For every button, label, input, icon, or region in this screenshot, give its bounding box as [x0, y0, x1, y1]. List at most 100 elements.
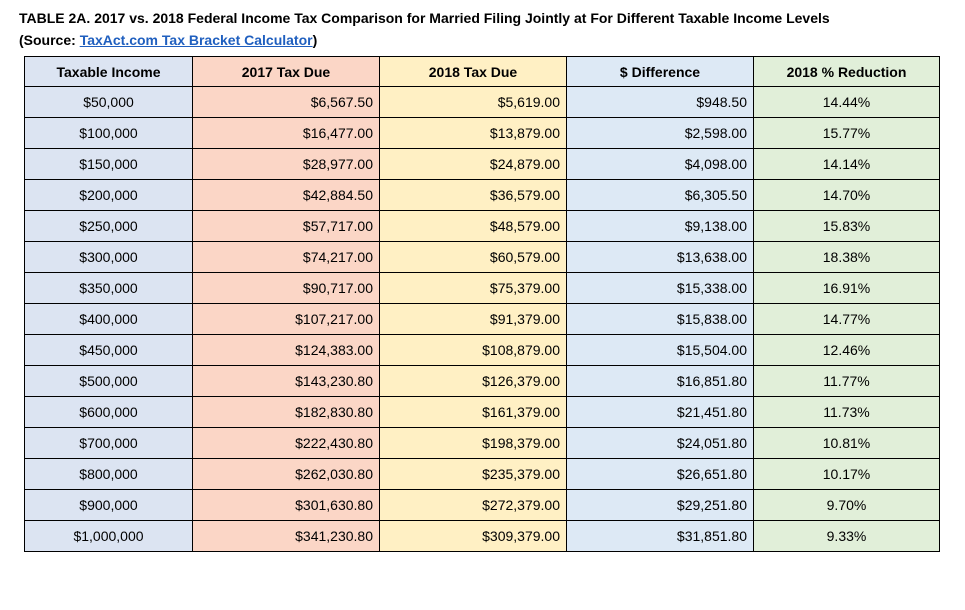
cell-taxable-income: $600,000: [24, 396, 193, 428]
table-row: $1,000,000 $341,230.80 $309,379.00 $31,851.…: [24, 520, 940, 552]
cell-2017-tax-due: $28,977.00: [192, 148, 380, 180]
cell-reduction: 16.91%: [753, 272, 940, 304]
cell-2017-tax-due: $124,383.00: [192, 334, 380, 366]
table-row: $100,000 $16,477.00 $13,879.00 $2,598.00 15.…: [24, 117, 940, 149]
cell-2018-tax-due: $48,579.00: [379, 210, 567, 242]
header-2017-tax-due: 2017 Tax Due: [192, 56, 380, 87]
cell-reduction: 10.17%: [753, 458, 940, 490]
cell-difference: $2,598.00: [566, 117, 754, 149]
table-row: $150,000 $28,977.00 $24,879.00 $4,098.00 14.…: [24, 148, 940, 180]
source-link[interactable]: TaxAct.com Tax Bracket Calculator: [79, 32, 313, 48]
cell-2017-tax-due: $6,567.50: [192, 86, 380, 118]
cell-difference: $24,051.80: [566, 427, 754, 459]
tax-comparison-table: Taxable Income 2017 Tax Due 2018 Tax Due…: [24, 56, 940, 552]
cell-2017-tax-due: $90,717.00: [192, 272, 380, 304]
cell-reduction: 10.81%: [753, 427, 940, 459]
cell-difference: $948.50: [566, 86, 754, 118]
cell-reduction: 14.77%: [753, 303, 940, 335]
cell-difference: $15,838.00: [566, 303, 754, 335]
cell-2018-tax-due: $235,379.00: [379, 458, 567, 490]
table-row: $400,000 $107,217.00 $91,379.00 $15,838.00 1…: [24, 303, 940, 335]
table-row: $700,000 $222,430.80 $198,379.00 $24,051.80…: [24, 427, 940, 459]
source-prefix: (Source:: [19, 32, 80, 48]
table-body: $50,000 $6,567.50 $5,619.00 $948.50 14.44% $1…: [24, 86, 940, 552]
cell-taxable-income: $300,000: [24, 241, 193, 273]
source-line: (Source: TaxAct.com Tax Bracket Calculat…: [19, 30, 317, 50]
cell-2017-tax-due: $57,717.00: [192, 210, 380, 242]
table-row: $300,000 $74,217.00 $60,579.00 $13,638.00 18…: [24, 241, 940, 273]
header-2018-tax-due: 2018 Tax Due: [379, 56, 567, 87]
cell-taxable-income: $700,000: [24, 427, 193, 459]
cell-reduction: 15.77%: [753, 117, 940, 149]
cell-difference: $9,138.00: [566, 210, 754, 242]
header-row: Taxable Income 2017 Tax Due 2018 Tax Due…: [24, 56, 940, 87]
cell-reduction: 14.14%: [753, 148, 940, 180]
cell-taxable-income: $1,000,000: [24, 520, 193, 552]
cell-2018-tax-due: $75,379.00: [379, 272, 567, 304]
cell-taxable-income: $500,000: [24, 365, 193, 397]
cell-difference: $26,651.80: [566, 458, 754, 490]
cell-2018-tax-due: $36,579.00: [379, 179, 567, 211]
cell-taxable-income: $100,000: [24, 117, 193, 149]
cell-2018-tax-due: $108,879.00: [379, 334, 567, 366]
cell-2017-tax-due: $107,217.00: [192, 303, 380, 335]
cell-taxable-income: $350,000: [24, 272, 193, 304]
cell-taxable-income: $900,000: [24, 489, 193, 521]
cell-2017-tax-due: $182,830.80: [192, 396, 380, 428]
cell-2018-tax-due: $272,379.00: [379, 489, 567, 521]
cell-reduction: 14.70%: [753, 179, 940, 211]
cell-difference: $29,251.80: [566, 489, 754, 521]
cell-2017-tax-due: $262,030.80: [192, 458, 380, 490]
cell-taxable-income: $450,000: [24, 334, 193, 366]
cell-2017-tax-due: $74,217.00: [192, 241, 380, 273]
cell-reduction: 12.46%: [753, 334, 940, 366]
cell-reduction: 14.44%: [753, 86, 940, 118]
cell-2018-tax-due: $60,579.00: [379, 241, 567, 273]
cell-reduction: 11.77%: [753, 365, 940, 397]
table-row: $350,000 $90,717.00 $75,379.00 $15,338.00 16…: [24, 272, 940, 304]
cell-2017-tax-due: $16,477.00: [192, 117, 380, 149]
cell-reduction: 9.33%: [753, 520, 940, 552]
cell-difference: $21,451.80: [566, 396, 754, 428]
cell-reduction: 15.83%: [753, 210, 940, 242]
source-suffix: ): [312, 32, 318, 48]
cell-2017-tax-due: $301,630.80: [192, 489, 380, 521]
cell-difference: $31,851.80: [566, 520, 754, 552]
cell-2018-tax-due: $309,379.00: [379, 520, 567, 552]
header-taxable-income: Taxable Income: [24, 56, 193, 87]
cell-2018-tax-due: $5,619.00: [379, 86, 567, 118]
cell-difference: $16,851.80: [566, 365, 754, 397]
cell-reduction: 11.73%: [753, 396, 940, 428]
table-row: $900,000 $301,630.80 $272,379.00 $29,251.80…: [24, 489, 940, 521]
cell-difference: $15,504.00: [566, 334, 754, 366]
cell-taxable-income: $400,000: [24, 303, 193, 335]
table-row: $200,000 $42,884.50 $36,579.00 $6,305.50 14.…: [24, 179, 940, 211]
cell-2017-tax-due: $341,230.80: [192, 520, 380, 552]
table-row: $50,000 $6,567.50 $5,619.00 $948.50 14.44%: [24, 86, 940, 118]
cell-difference: $15,338.00: [566, 272, 754, 304]
cell-2018-tax-due: $24,879.00: [379, 148, 567, 180]
cell-reduction: 18.38%: [753, 241, 940, 273]
table-row: $500,000 $143,230.80 $126,379.00 $16,851.80…: [24, 365, 940, 397]
cell-2018-tax-due: $161,379.00: [379, 396, 567, 428]
cell-difference: $4,098.00: [566, 148, 754, 180]
cell-2018-tax-due: $91,379.00: [379, 303, 567, 335]
cell-taxable-income: $250,000: [24, 210, 193, 242]
header-reduction: 2018 % Reduction: [753, 56, 940, 87]
cell-difference: $6,305.50: [566, 179, 754, 211]
cell-2018-tax-due: $198,379.00: [379, 427, 567, 459]
cell-2017-tax-due: $222,430.80: [192, 427, 380, 459]
table-row: $450,000 $124,383.00 $108,879.00 $15,504.00…: [24, 334, 940, 366]
table-title: TABLE 2A. 2017 vs. 2018 Federal Income T…: [19, 10, 830, 26]
cell-taxable-income: $200,000: [24, 179, 193, 211]
cell-taxable-income: $50,000: [24, 86, 193, 118]
cell-2017-tax-due: $143,230.80: [192, 365, 380, 397]
cell-reduction: 9.70%: [753, 489, 940, 521]
header-difference: $ Difference: [566, 56, 754, 87]
cell-2018-tax-due: $126,379.00: [379, 365, 567, 397]
table-row: $250,000 $57,717.00 $48,579.00 $9,138.00 15.…: [24, 210, 940, 242]
table-row: $800,000 $262,030.80 $235,379.00 $26,651.80…: [24, 458, 940, 490]
cell-2017-tax-due: $42,884.50: [192, 179, 380, 211]
cell-taxable-income: $800,000: [24, 458, 193, 490]
cell-taxable-income: $150,000: [24, 148, 193, 180]
